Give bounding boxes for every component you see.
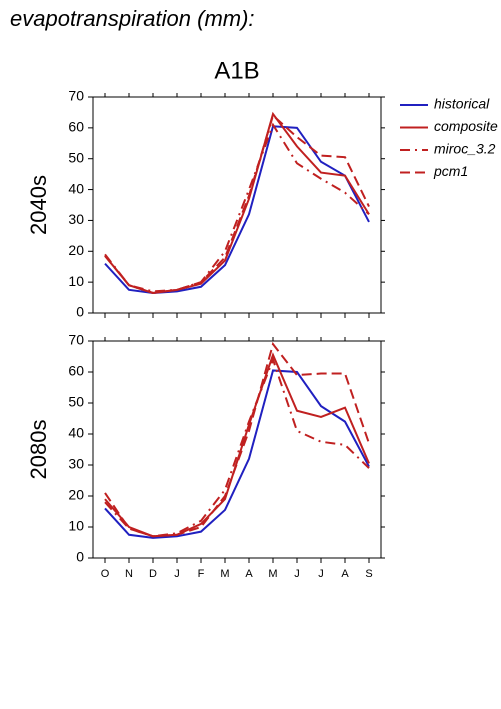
x-tick-label: J [174, 568, 180, 580]
x-tick-label: F [198, 568, 205, 580]
plot-frame [92, 96, 382, 314]
series-line [104, 125, 370, 294]
legend-label: pcm1 [433, 163, 468, 179]
series-line [104, 122, 370, 293]
y-tick-label: 0 [76, 549, 84, 565]
x-tick-label: J [318, 568, 324, 580]
y-axis-label: 2040s [26, 175, 51, 235]
y-tick-label: 40 [68, 425, 84, 441]
x-tick-label: M [268, 568, 277, 580]
y-tick-label: 10 [68, 518, 84, 534]
y-tick-label: 30 [68, 456, 84, 472]
y-tick-label: 70 [68, 332, 84, 348]
legend-label: historical [434, 96, 490, 112]
scenario-title: A1B [214, 57, 259, 84]
figure-title: evapotranspiration (mm): [10, 6, 255, 31]
y-tick-label: 10 [68, 273, 84, 289]
y-tick-label: 50 [68, 394, 84, 410]
x-tick-label: O [101, 568, 110, 580]
legend-label: miroc_3.2 [434, 141, 496, 157]
y-tick-label: 30 [68, 211, 84, 227]
y-tick-label: 60 [68, 119, 84, 135]
x-tick-label: A [245, 568, 253, 580]
x-tick-label: N [125, 568, 133, 580]
y-axis-label: 2080s [26, 420, 51, 480]
x-tick-label: M [220, 568, 229, 580]
series-line [104, 352, 370, 538]
series-line [104, 111, 370, 294]
series-line [104, 113, 370, 294]
y-tick-label: 20 [68, 487, 84, 503]
x-tick-label: S [365, 568, 372, 580]
series-line [104, 369, 370, 539]
y-tick-label: 0 [76, 304, 84, 320]
x-tick-label: A [341, 568, 349, 580]
series-line [104, 356, 370, 538]
x-tick-label: D [149, 568, 157, 580]
y-tick-label: 50 [68, 149, 84, 165]
y-tick-label: 20 [68, 242, 84, 258]
plot-frame [92, 340, 382, 559]
x-tick-label: J [294, 568, 300, 580]
y-tick-label: 60 [68, 363, 84, 379]
y-tick-label: 40 [68, 180, 84, 196]
series-line [104, 341, 370, 538]
y-tick-label: 70 [68, 88, 84, 104]
legend-label: composite [434, 118, 498, 134]
